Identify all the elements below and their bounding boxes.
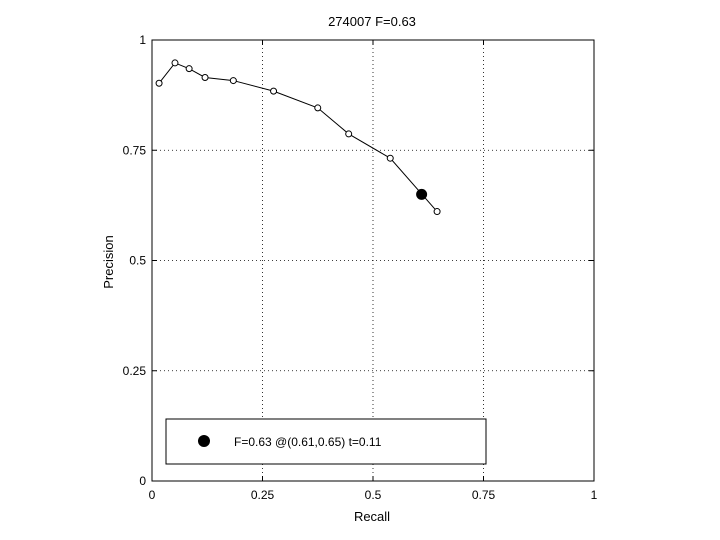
data-point (201, 73, 209, 81)
data-point (433, 208, 441, 216)
legend-marker (198, 435, 210, 447)
data-point (314, 104, 322, 112)
grid-lines (152, 40, 594, 481)
data-point (229, 77, 237, 85)
legend: F=0.63 @(0.61,0.65) t=0.11 (165, 418, 487, 465)
y-tick-label: 0.75 (123, 143, 147, 157)
data-point (386, 154, 394, 162)
axis-ticks: 0 0.25 0.5 0.75 1 0 0.25 0.5 0.75 1 (123, 33, 598, 502)
legend-box (165, 418, 487, 465)
y-tick-label: 1 (139, 33, 146, 47)
data-point (171, 59, 179, 67)
x-tick-label: 0.75 (472, 488, 496, 502)
y-axis-label: Precision (101, 235, 116, 288)
x-axis-label: Recall (354, 509, 390, 524)
data-point (155, 79, 163, 87)
y-tick-label: 0 (139, 474, 146, 488)
chart-title: 274007 F=0.63 (328, 14, 416, 29)
x-tick-label: 1 (591, 488, 598, 502)
y-tick-label: 0.25 (123, 364, 147, 378)
best-f-point (416, 188, 428, 200)
data-point (270, 87, 278, 95)
y-tick-label: 0.5 (129, 254, 146, 268)
series-line (158, 62, 438, 212)
data-point (185, 65, 193, 73)
legend-entry-text: F=0.63 @(0.61,0.65) t=0.11 (234, 435, 382, 449)
series-group (155, 59, 441, 216)
x-tick-label: 0 (149, 488, 156, 502)
x-tick-label: 0.25 (251, 488, 275, 502)
data-point (345, 130, 353, 138)
x-tick-label: 0.5 (365, 488, 382, 502)
